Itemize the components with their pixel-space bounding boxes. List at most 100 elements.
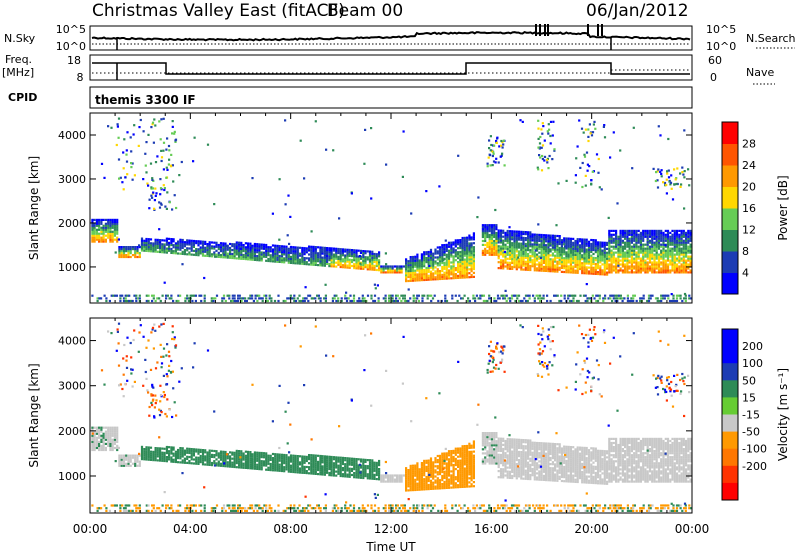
velocity-cell: [350, 469, 354, 472]
power-cell: [321, 260, 324, 263]
power-cell: [653, 259, 656, 262]
power-cell: [648, 255, 652, 258]
power-cell: [565, 241, 568, 244]
velocity-cell: [201, 449, 205, 452]
power-cell: [265, 247, 268, 250]
power-cell: [170, 243, 173, 247]
velocity-cell: [109, 432, 112, 435]
velocity-cell: [136, 464, 139, 467]
power-cell: [671, 198, 675, 201]
velocity-cell: [210, 461, 214, 465]
power-cell: [242, 247, 245, 251]
power-cell: [100, 232, 103, 235]
power-cell: [472, 254, 475, 257]
velocity-cell: [251, 463, 254, 466]
power-cell: [105, 299, 108, 303]
power-cell: [204, 242, 207, 245]
power-cell: [107, 226, 110, 229]
power-cell: [524, 262, 527, 265]
power-cell: [624, 243, 627, 246]
power-cell: [628, 267, 631, 270]
power-cell: [617, 261, 620, 264]
power-cell: [490, 233, 493, 237]
power-cell: [582, 294, 586, 297]
power-cell: [330, 247, 333, 250]
power-cell: [538, 233, 541, 236]
power-cell: [174, 248, 177, 251]
power-cell: [587, 246, 591, 249]
power-cell: [630, 297, 633, 300]
power-cell: [581, 161, 584, 165]
power-cell: [235, 257, 238, 260]
velocity-cell: [143, 450, 146, 453]
power-cell: [497, 267, 500, 270]
power-cell: [387, 271, 390, 274]
velocity-cell: [152, 456, 155, 460]
power-cell: [300, 299, 303, 303]
power-cell: [574, 181, 577, 184]
power-cell: [574, 294, 577, 297]
power-cell: [585, 268, 588, 271]
power-cell: [127, 246, 130, 249]
power-cell: [201, 240, 205, 243]
power-cell: [331, 297, 334, 300]
power-cell: [158, 297, 161, 300]
velocity-cell: [319, 473, 322, 476]
power-cell: [247, 256, 250, 259]
power-cell: [405, 272, 408, 275]
power-cell: [224, 248, 227, 251]
power-cell: [522, 244, 525, 247]
power-cell: [616, 202, 619, 205]
power-cell: [486, 232, 489, 235]
power-cell: [443, 247, 446, 251]
power-cell: [488, 153, 491, 156]
power-cell: [166, 294, 169, 297]
power-cell: [524, 238, 527, 242]
power-cell: [612, 241, 615, 244]
power-cell: [287, 259, 290, 262]
power-cell: [583, 153, 586, 156]
freq-line: [92, 62, 690, 75]
velocity-cell: [319, 463, 322, 466]
power-cell: [536, 237, 539, 240]
power-cell: [172, 252, 175, 255]
power-cell: [671, 239, 674, 242]
velocity-cell: [337, 464, 340, 467]
power-cell: [124, 294, 127, 297]
power-cell: [514, 294, 517, 297]
power-cell: [635, 265, 638, 268]
power-cell: [533, 243, 536, 246]
power-cell: [457, 247, 460, 250]
power-cell: [653, 271, 656, 274]
velocity-cell: [267, 458, 270, 461]
power-cell: [152, 246, 155, 249]
power-cell: [583, 246, 586, 249]
power-cell: [159, 138, 162, 141]
power-cell: [547, 242, 550, 245]
velocity-cell: [111, 444, 114, 447]
power-cell: [237, 299, 240, 303]
power-cell: [303, 299, 306, 303]
power-cell: [416, 257, 419, 260]
velocity-cell: [256, 453, 259, 456]
power-cell: [427, 254, 430, 258]
velocity-cell: [192, 458, 195, 461]
velocity-cell: [201, 455, 205, 458]
power-cell: [400, 267, 403, 270]
power-cell: [574, 251, 577, 254]
power-cell: [664, 269, 667, 272]
power-cell: [287, 253, 290, 256]
power-cell: [324, 299, 327, 303]
power-cell: [405, 260, 408, 263]
power-cell: [443, 277, 446, 280]
velocity-cell: [339, 458, 342, 461]
power-cell: [554, 268, 557, 271]
power-cell: [522, 262, 525, 265]
power-cell: [432, 254, 435, 257]
power-cell: [301, 256, 304, 259]
power-cell: [581, 250, 584, 253]
power-cell: [608, 271, 611, 274]
power-cell: [655, 239, 658, 242]
power-cell: [206, 143, 210, 146]
power-cell: [540, 297, 543, 300]
